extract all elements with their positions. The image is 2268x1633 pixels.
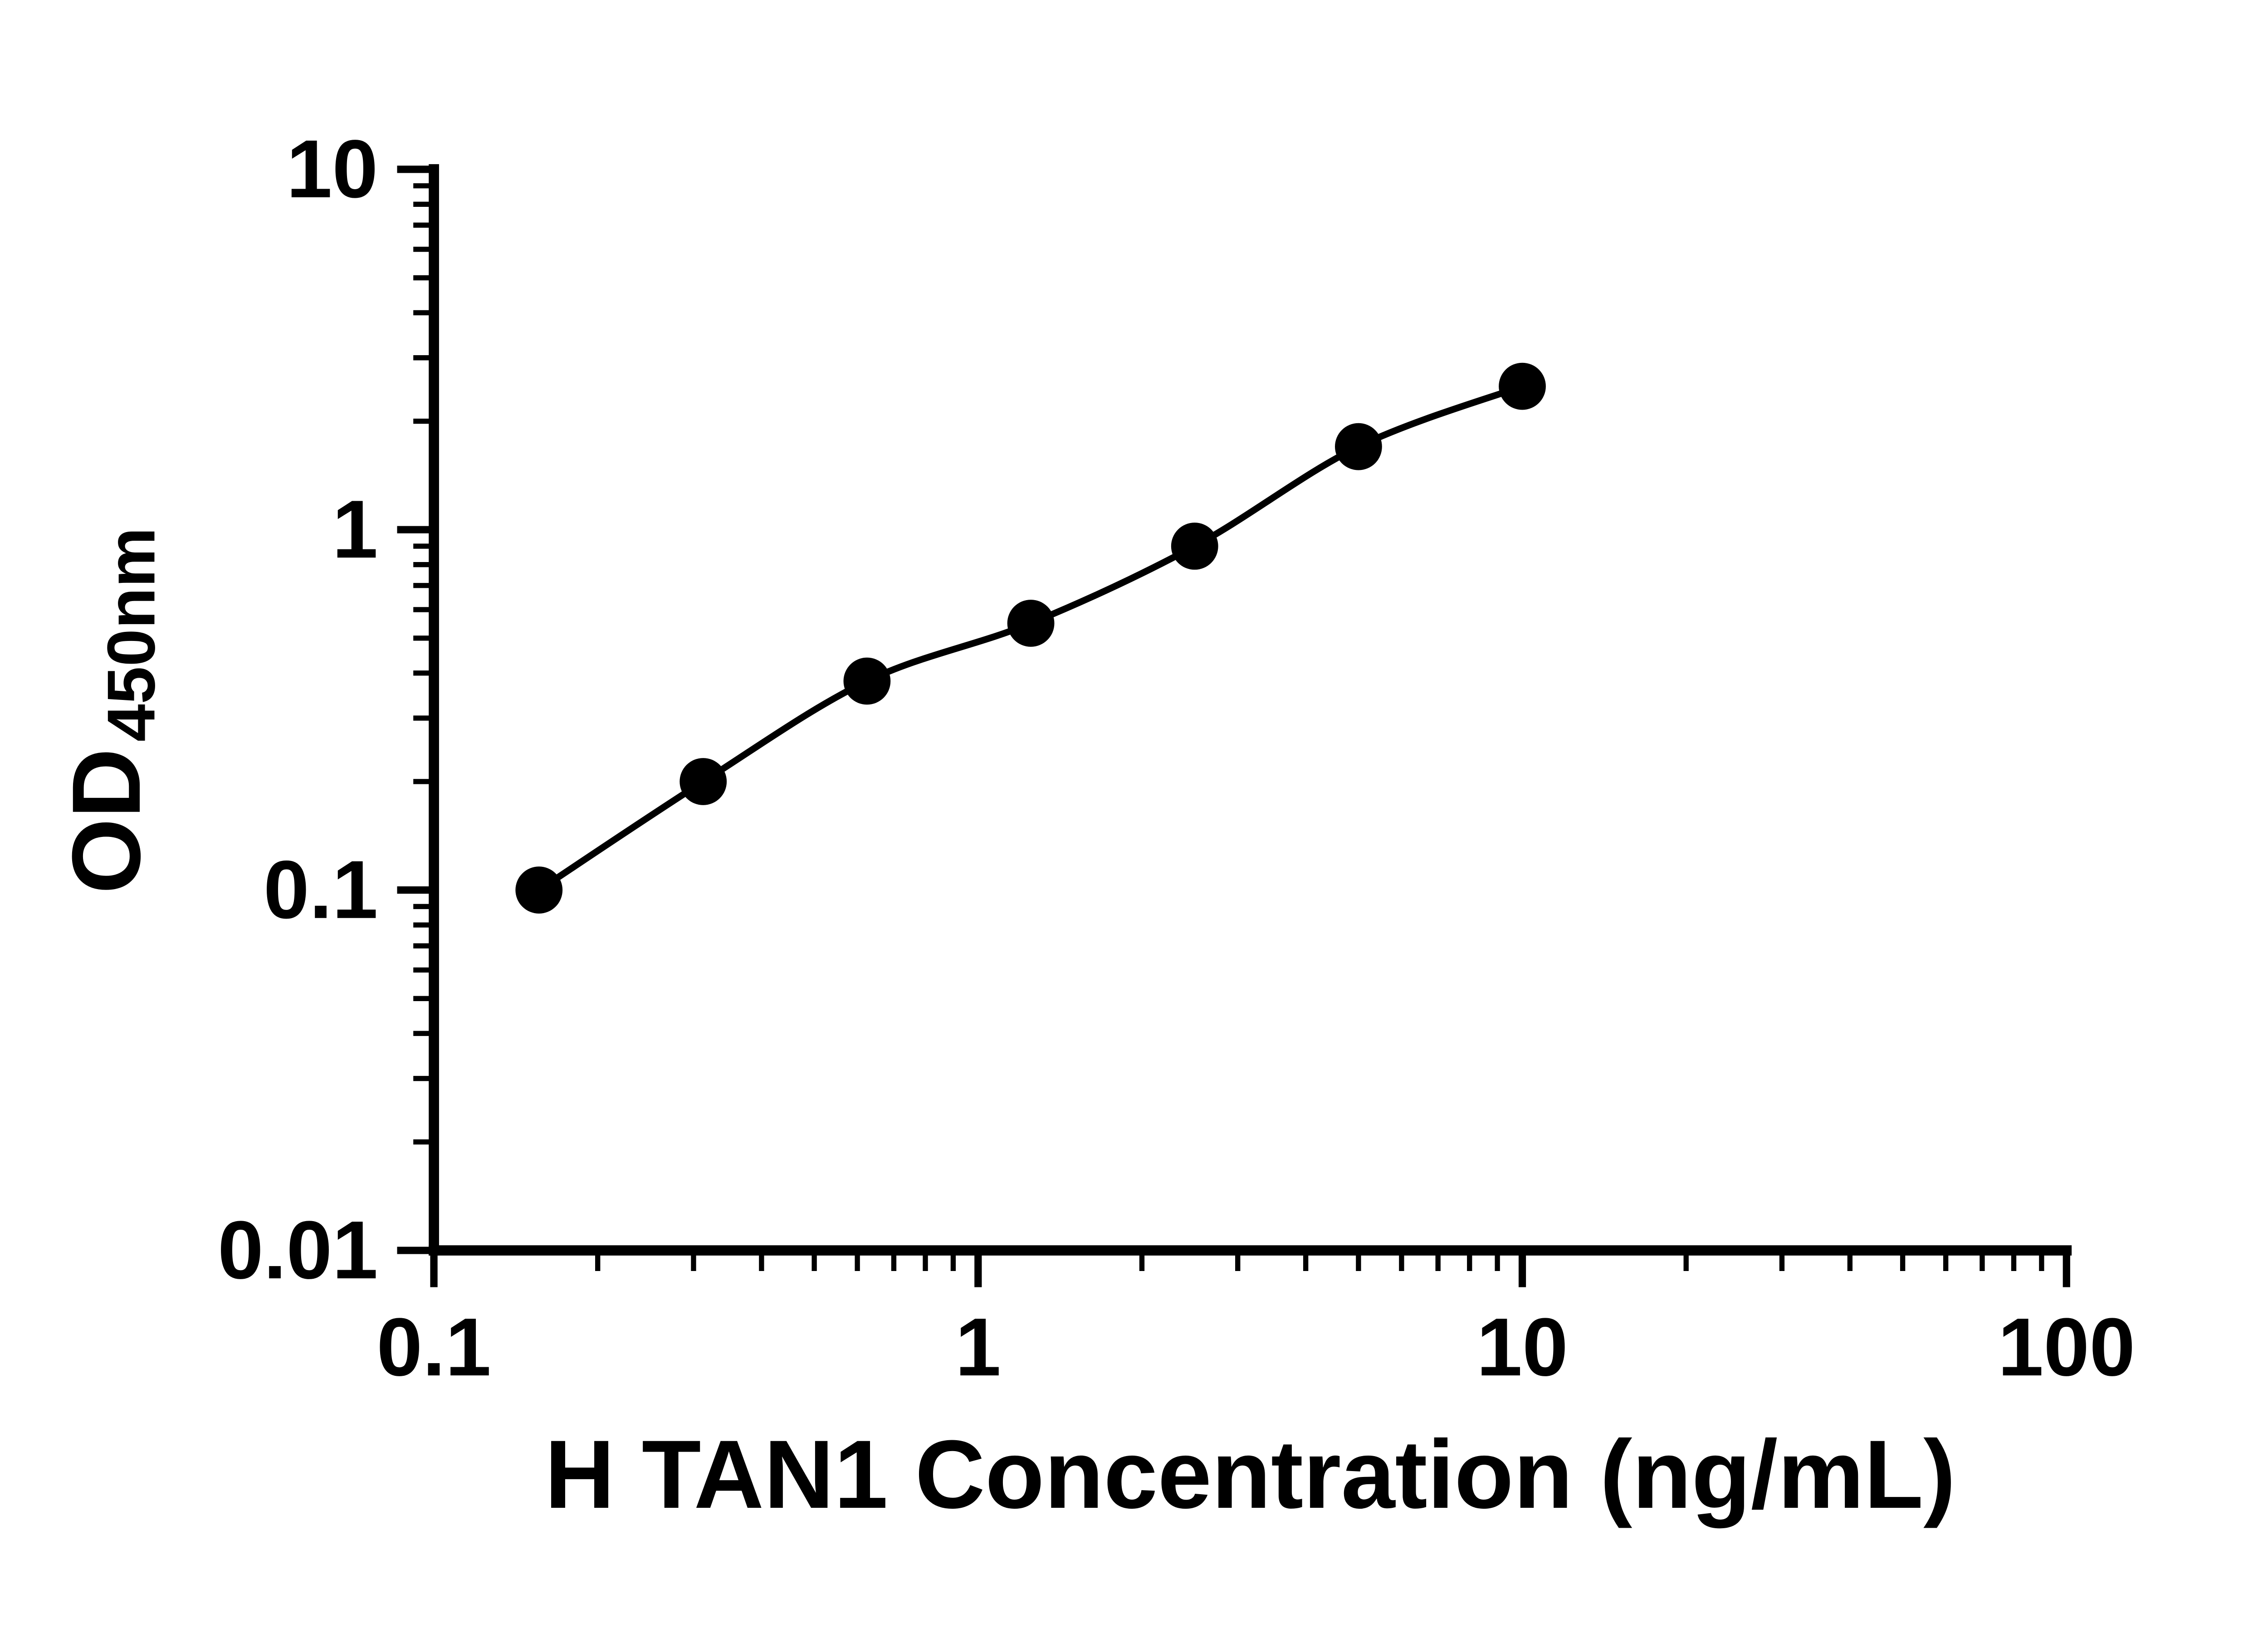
major-ticks [397, 166, 2070, 1287]
data-point-marker [1007, 600, 1055, 647]
minor-ticks [413, 183, 2044, 1271]
x-tick-label: 100 [1998, 1301, 2135, 1393]
data-series [515, 362, 1546, 914]
x-tick-label: 10 [1476, 1301, 1568, 1393]
y-axis-title-main: OD [52, 748, 161, 894]
data-point-marker [1499, 362, 1546, 410]
data-point-marker [843, 657, 891, 705]
y-tick-label: 10 [286, 123, 378, 215]
data-point-marker [1334, 423, 1382, 470]
y-axis-title-subscript: 450nm [93, 528, 169, 742]
axis-lines [429, 164, 2072, 1256]
y-axis-title: OD 450nm [52, 528, 169, 894]
y-tick-label: 1 [332, 484, 378, 575]
data-point-marker [515, 866, 563, 914]
y-tick-label: 0.01 [218, 1204, 378, 1296]
x-axis-title: H TAN1 Concentration (ng/mL) [545, 1420, 1956, 1529]
x-tick-label: 0.1 [376, 1301, 491, 1393]
data-point-marker [679, 758, 727, 805]
y-tick-label: 0.1 [264, 844, 378, 936]
data-point-marker [1171, 523, 1218, 570]
x-tick-label: 1 [955, 1301, 1001, 1393]
